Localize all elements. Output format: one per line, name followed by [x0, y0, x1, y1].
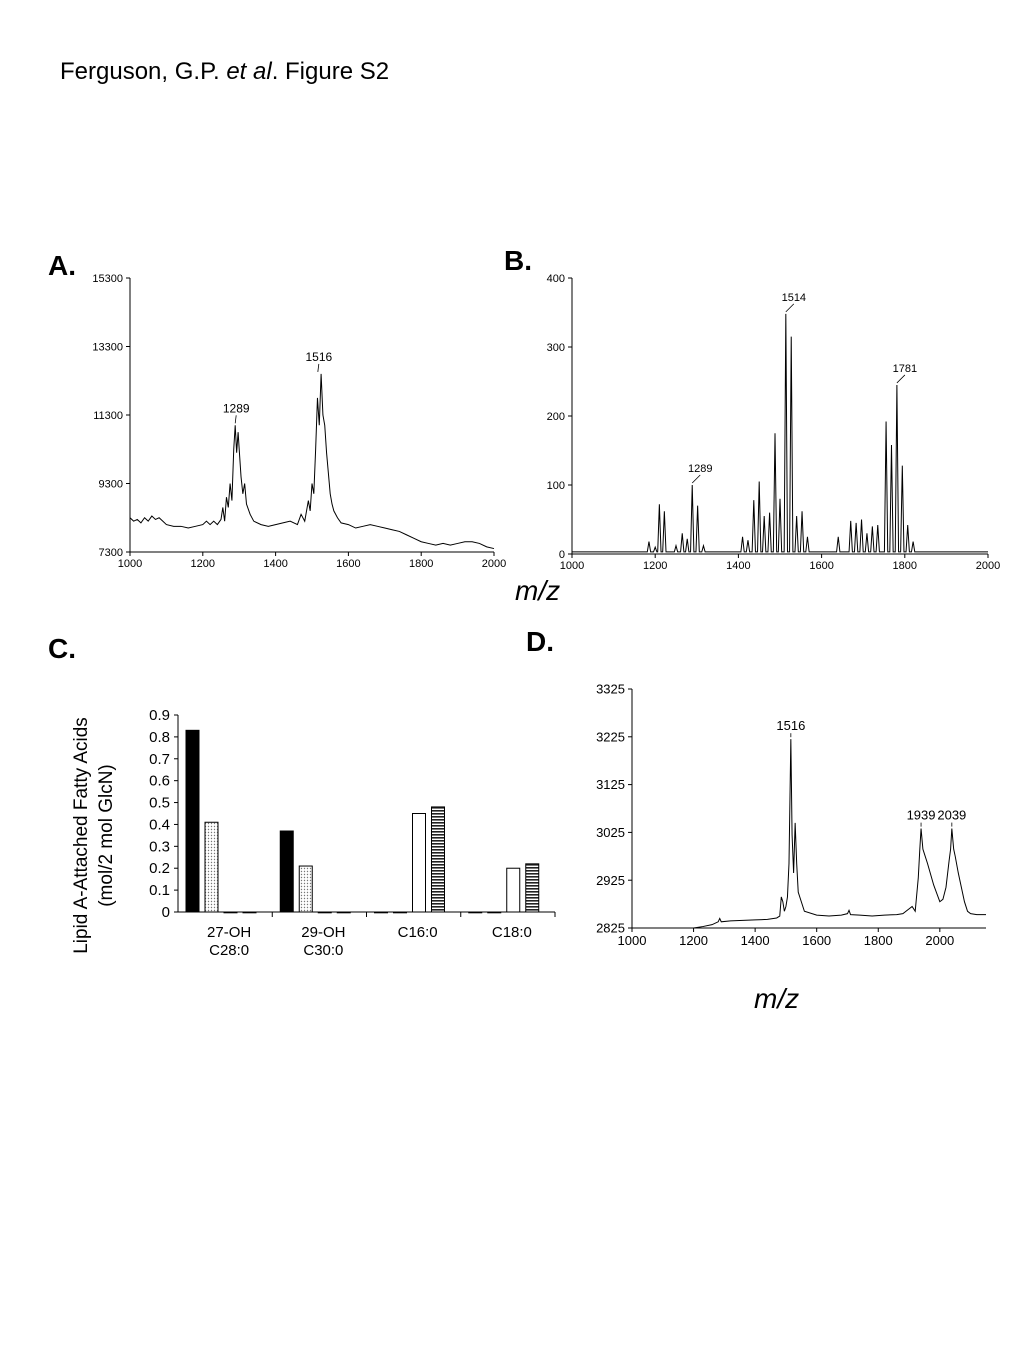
- bar: [393, 911, 407, 914]
- x-tick-label: 1000: [118, 558, 142, 570]
- peak-label: 1939: [907, 808, 936, 823]
- bar: [298, 865, 313, 913]
- bar: [374, 911, 388, 914]
- peak-label: 2039: [937, 808, 966, 823]
- y-tick-label: 3325: [596, 682, 625, 697]
- bar: [185, 729, 200, 913]
- x-tick-label: 1600: [336, 558, 360, 570]
- y-tick-label: 3125: [596, 777, 625, 792]
- figure-title: Ferguson, G.P. et al. Figure S2: [60, 58, 389, 86]
- y-tick-label: 0.1: [149, 882, 170, 899]
- y-tick-label: 0.2: [149, 860, 170, 877]
- spectrum-line: [572, 313, 988, 553]
- x-category-label: 27-OH: [207, 924, 251, 941]
- bar: [431, 806, 445, 913]
- x-tick-label: 1400: [263, 558, 287, 570]
- y-axis-label: (mol/2 mol GlcN): [96, 764, 117, 907]
- peak-label: 1516: [305, 350, 332, 364]
- panel-c-label: C.: [48, 633, 76, 664]
- y-tick-label: 400: [547, 273, 565, 285]
- spectrum-line: [129, 373, 495, 550]
- y-tick-label: 13300: [92, 341, 123, 353]
- x-category-label: C16:0: [398, 924, 438, 941]
- bar: [336, 911, 351, 914]
- y-tick-label: 0.8: [149, 729, 170, 746]
- bar: [525, 863, 540, 913]
- x-category-label: C28:0: [209, 942, 249, 959]
- y-tick-label: 0.9: [149, 707, 170, 724]
- y-tick-label: 0.3: [149, 838, 170, 855]
- y-tick-label: 0.5: [149, 795, 170, 812]
- x-tick-label: 2000: [925, 933, 954, 948]
- y-tick-label: 0.7: [149, 751, 170, 768]
- bar: [412, 813, 426, 913]
- peak-leader-line: [785, 303, 795, 313]
- y-tick-label: 2825: [596, 921, 625, 936]
- y-tick-label: 7300: [99, 547, 123, 559]
- x-tick-label: 2000: [976, 560, 1000, 572]
- panel-b-label: B.: [504, 245, 532, 276]
- peak-leader-line: [317, 363, 320, 372]
- x-tick-label: 2000: [482, 558, 506, 570]
- x-tick-label: 1000: [618, 933, 647, 948]
- panel-d-label: D.: [526, 626, 554, 657]
- x-tick-label: 1600: [802, 933, 831, 948]
- title-prefix: Ferguson, G.P.: [60, 58, 227, 85]
- spectrum-line: [693, 739, 986, 929]
- x-tick-label: 1400: [726, 560, 750, 572]
- bar: [279, 830, 294, 913]
- panel-b-xlabel: m/z: [515, 575, 561, 606]
- y-tick-label: 100: [547, 480, 565, 492]
- panel-d-xlabel: m/z: [754, 983, 800, 1014]
- x-tick-label: 1800: [864, 933, 893, 948]
- y-tick-label: 0.6: [149, 773, 170, 790]
- bar: [506, 867, 521, 913]
- y-tick-label: 3225: [596, 729, 625, 744]
- peak-label: 1514: [782, 292, 806, 304]
- y-tick-label: 11300: [93, 410, 123, 422]
- panel-a-label: A.: [48, 250, 76, 281]
- y-tick-label: 3025: [596, 825, 625, 840]
- y-tick-label: 2925: [596, 873, 625, 888]
- bar: [204, 821, 219, 913]
- peak-leader-line: [896, 374, 906, 384]
- y-tick-label: 0: [162, 904, 170, 921]
- y-tick-label: 15300: [92, 273, 123, 285]
- title-suffix: . Figure S2: [271, 58, 390, 85]
- bar: [242, 911, 257, 914]
- peak-leader-line: [234, 415, 237, 424]
- y-tick-label: 0.4: [149, 816, 170, 833]
- y-tick-label: 9300: [99, 478, 123, 490]
- x-tick-label: 1200: [643, 560, 667, 572]
- peak-label: 1289: [688, 463, 712, 475]
- bar: [317, 911, 332, 914]
- x-tick-label: 1800: [893, 560, 917, 572]
- x-tick-label: 1400: [741, 933, 770, 948]
- peak-label: 1289: [223, 401, 250, 415]
- peak-label: 1781: [893, 363, 917, 375]
- x-tick-label: 1800: [409, 558, 433, 570]
- x-category-label: C18:0: [492, 924, 532, 941]
- x-tick-label: 1600: [809, 560, 833, 572]
- y-axis-label: Lipid A-Attached Fatty Acids: [71, 717, 92, 954]
- x-tick-label: 1200: [191, 558, 215, 570]
- y-tick-label: 200: [547, 411, 565, 423]
- bar: [223, 911, 238, 914]
- title-italic: et al: [226, 58, 272, 85]
- x-tick-label: 1000: [560, 560, 584, 572]
- x-category-label: C30:0: [303, 942, 343, 959]
- peak-leader-line: [691, 474, 701, 484]
- peak-label: 1516: [776, 718, 805, 733]
- y-tick-label: 300: [547, 342, 565, 354]
- bar: [468, 911, 483, 914]
- y-tick-label: 0: [559, 549, 565, 561]
- x-tick-label: 1200: [679, 933, 708, 948]
- bar: [487, 911, 502, 914]
- x-category-label: 29-OH: [301, 924, 345, 941]
